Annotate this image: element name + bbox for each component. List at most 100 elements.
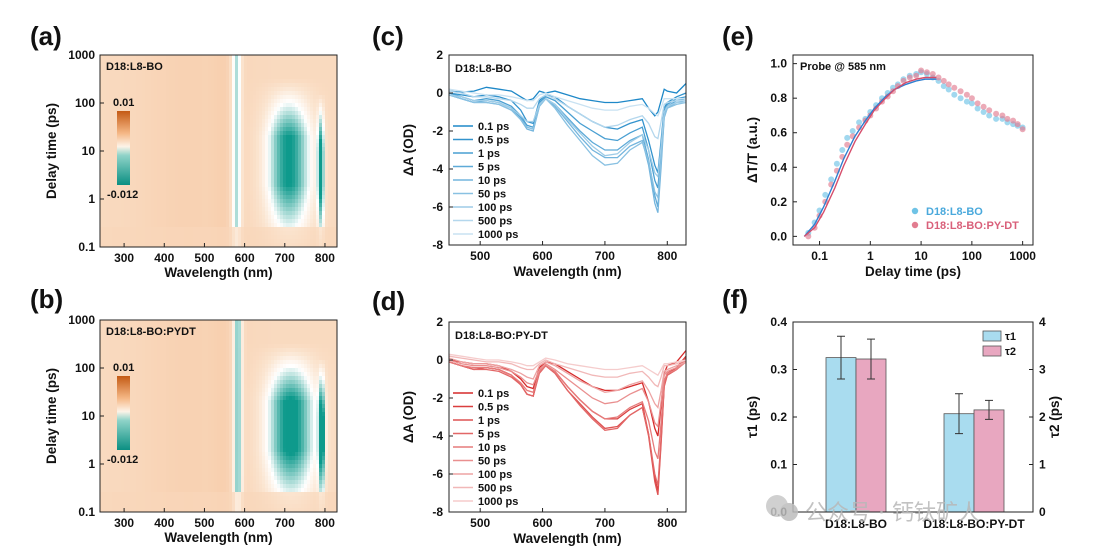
- heatmap-a-cell: [220, 243, 224, 248]
- heatmap-b-cell: [145, 328, 149, 333]
- heatmap-a-cell: [175, 159, 179, 164]
- heatmap-a-cell: [259, 95, 263, 100]
- heatmap-a-cell: [277, 171, 281, 176]
- heatmap-a-cell: [157, 215, 161, 220]
- heatmap-a-cell: [196, 83, 200, 88]
- heatmap-a-cell: [316, 131, 320, 136]
- heatmap-a-cell: [292, 99, 296, 104]
- heatmap-b-cell: [268, 336, 272, 341]
- heatmap-a-cell: [130, 67, 134, 72]
- heatmap-a-cell: [100, 219, 104, 224]
- heatmap-a-cell: [298, 207, 302, 212]
- heatmap-a-cell: [142, 79, 146, 84]
- heatmap-a-cell: [334, 147, 338, 152]
- heatmap-a-cell: [334, 139, 338, 144]
- heatmap-a-cell: [199, 123, 203, 128]
- heatmap-b-cell: [277, 364, 281, 369]
- heatmap-a-cell: [106, 219, 110, 224]
- heatmap-a-cell: [271, 143, 275, 148]
- heatmap-b-cell: [124, 324, 128, 329]
- heatmap-b-cell: [280, 352, 284, 357]
- heatmap-a-cell: [130, 91, 134, 96]
- heatmap-a-cell: [163, 115, 167, 120]
- heatmap-a-cell: [268, 163, 272, 168]
- heatmap-a-cell: [220, 139, 224, 144]
- heatmap-a-cell: [199, 155, 203, 160]
- heatmap-a-cell: [163, 91, 167, 96]
- heatmap-a-cell: [247, 183, 251, 188]
- heatmap-b-cell: [331, 364, 335, 369]
- heatmap-b-cell: [190, 328, 194, 333]
- heatmap-a-cell: [193, 143, 197, 148]
- heatmap-a-cell: [328, 63, 332, 68]
- heatmap-a-cell: [130, 63, 134, 68]
- heatmap-a-cell: [307, 179, 311, 184]
- heatmap-a-cell: [130, 227, 134, 232]
- heatmap-a-cell: [244, 203, 248, 208]
- heatmap-a-cell: [331, 83, 335, 88]
- heatmap-a-cell: [184, 131, 188, 136]
- heatmap-b-cell: [127, 324, 131, 329]
- heatmap-a-cell: [148, 179, 152, 184]
- heatmap-a-cell: [250, 59, 254, 64]
- heatmap-a-cell: [298, 227, 302, 232]
- heatmap-a-cell: [247, 155, 251, 160]
- heatmap-a-cell: [232, 211, 236, 216]
- heatmap-a-cell: [154, 187, 158, 192]
- heatmap-b-cell: [112, 332, 116, 337]
- heatmap-b-cell: [193, 376, 197, 381]
- heatmap-a-cell: [205, 219, 209, 224]
- heatmap-a-cell: [124, 95, 128, 100]
- heatmap-a-cell: [283, 83, 287, 88]
- heatmap-a-cell: [106, 55, 110, 60]
- heatmap-b-cell: [106, 348, 110, 353]
- heatmap-b-cell: [160, 360, 164, 365]
- heatmap-a-cell: [142, 191, 146, 196]
- heatmap-a-cell: [106, 115, 110, 120]
- heatmap-a-cell: [223, 223, 227, 228]
- heatmap-b-cell: [148, 348, 152, 353]
- heatmap-a-cell: [190, 119, 194, 124]
- heatmap-a-cell: [325, 131, 329, 136]
- heatmap-a-cell: [172, 55, 176, 60]
- heatmap-a-cell: [103, 155, 107, 160]
- heatmap-a-cell: [130, 83, 134, 88]
- heatmap-a-cell: [154, 63, 158, 68]
- heatmap-a-cell: [136, 55, 140, 60]
- heatmap-a-cell: [292, 103, 296, 108]
- heatmap-a-cell: [295, 127, 299, 132]
- heatmap-b-cell: [331, 320, 335, 325]
- heatmap-a-cell: [106, 99, 110, 104]
- heatmap-b-cell: [301, 360, 305, 365]
- heatmap-b-cell: [181, 344, 185, 349]
- heatmap-b-cell: [256, 328, 260, 333]
- heatmap-a-cell: [316, 207, 320, 212]
- heatmap-b-cell: [118, 356, 122, 361]
- heatmap-a-cell: [322, 99, 326, 104]
- heatmap-b-cell: [115, 320, 119, 325]
- heatmap-a-cell: [268, 175, 272, 180]
- heatmap-a-cell: [328, 183, 332, 188]
- heatmap-a-cell: [289, 143, 293, 148]
- heatmap-a-cell: [142, 167, 146, 172]
- heatmap-b-cell: [265, 324, 269, 329]
- heatmap-a-cell: [274, 163, 278, 168]
- heatmap-a-cell: [139, 95, 143, 100]
- heatmap-a-cell: [238, 175, 242, 180]
- heatmap-a-cell: [214, 175, 218, 180]
- heatmap-a-cell: [307, 115, 311, 120]
- heatmap-a-cell: [157, 83, 161, 88]
- heatmap-a-cell: [115, 87, 119, 92]
- heatmap-a-cell: [301, 99, 305, 104]
- heatmap-b-cell: [262, 344, 266, 349]
- heatmap-a-cell: [103, 75, 107, 80]
- heatmap-b-cell: [265, 332, 269, 337]
- heatmap-a-cell: [277, 67, 281, 72]
- heatmap-a-cell: [223, 199, 227, 204]
- heatmap-a-cell: [253, 115, 257, 120]
- heatmap-a-cell: [208, 55, 212, 60]
- heatmap-a-cell: [271, 163, 275, 168]
- heatmap-a-cell: [172, 139, 176, 144]
- heatmap-a-cell: [298, 59, 302, 64]
- heatmap-a-cell: [178, 55, 182, 60]
